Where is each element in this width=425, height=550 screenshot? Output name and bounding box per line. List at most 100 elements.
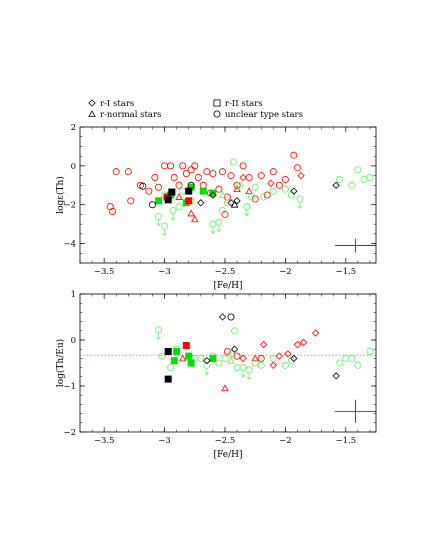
legend-marker-circle xyxy=(213,110,221,118)
top-data-point xyxy=(175,181,183,189)
top-data-point xyxy=(219,168,227,176)
bottom-data-point xyxy=(233,364,241,372)
top-data-point xyxy=(233,185,241,193)
bottom-panel: −3.5 −3 −2.5 −2 −1.5 −2 −1 0 1 [Fe/H] log(Th/Eu) xyxy=(55,290,377,460)
bottom-data-point xyxy=(257,361,265,369)
bottom-y-tick-label: −1 xyxy=(63,382,76,392)
top-data-point xyxy=(290,187,298,195)
top-data-point xyxy=(155,197,163,205)
bottom-data-point xyxy=(342,354,350,362)
top-data-point xyxy=(239,162,247,170)
bottom-data-point xyxy=(290,354,298,363)
top-data-point xyxy=(227,172,235,180)
bottom-x-tick-label: −3 xyxy=(158,436,171,446)
top-data-point xyxy=(209,170,217,178)
top-upper-limit-arrowhead xyxy=(216,228,222,233)
top-data-point xyxy=(179,162,187,170)
bottom-y-tick-label: 0 xyxy=(71,336,76,346)
bottom-data-point xyxy=(203,361,211,369)
bottom-data-point xyxy=(269,361,277,369)
top-data-point xyxy=(348,181,356,189)
bottom-data-point xyxy=(164,375,172,383)
bottom-data-point xyxy=(293,340,302,349)
top-upper-limit-arrowhead xyxy=(244,213,249,217)
top-data-point xyxy=(127,197,135,205)
top-data-point xyxy=(257,172,265,180)
top-data-point xyxy=(281,175,289,183)
top-data-point xyxy=(187,166,195,174)
top-upper-limit-arrowhead xyxy=(297,205,303,209)
top-data-point xyxy=(269,187,277,195)
top-data-point xyxy=(248,193,256,201)
bottom-data-point xyxy=(230,345,239,353)
top-data-point xyxy=(251,183,259,191)
top-data-point xyxy=(161,162,169,170)
top-data-point xyxy=(161,222,169,230)
bottom-data-point xyxy=(155,326,163,334)
bottom-data-point xyxy=(218,313,227,321)
bottom-data-point xyxy=(366,347,374,355)
top-data-point xyxy=(233,181,241,189)
bottom-data-point xyxy=(221,384,229,392)
top-y-tick-label: −4 xyxy=(63,240,76,250)
top-data-point xyxy=(175,203,183,211)
top-data-point xyxy=(155,212,163,220)
top-data-point xyxy=(336,175,344,183)
top-data-point xyxy=(179,187,187,195)
top-data-point xyxy=(227,199,235,207)
top-data-point xyxy=(360,175,368,183)
bottom-data-point xyxy=(187,359,195,367)
bottom-data-point xyxy=(158,352,166,360)
top-data-point xyxy=(106,203,114,211)
bottom-data-point xyxy=(197,354,205,362)
top-x-axis-label: [Fe/H] xyxy=(214,281,243,291)
top-data-point xyxy=(187,181,195,189)
top-data-point xyxy=(175,193,183,200)
bottom-x-tick-label: −2 xyxy=(279,436,292,446)
legend-label-circle: unclear type stars xyxy=(225,110,303,120)
bottom-data-point xyxy=(354,361,362,369)
bottom-data-point xyxy=(164,347,172,355)
bottom-y-tick-label: 1 xyxy=(71,290,76,300)
top-data-point xyxy=(191,162,199,170)
top-data-point xyxy=(197,199,205,207)
top-data-point xyxy=(215,185,223,193)
top-data-point xyxy=(168,188,176,196)
bottom-data-point xyxy=(215,359,223,367)
bottom-upper-limit-arrowhead xyxy=(240,374,246,378)
top-data-point xyxy=(281,185,289,193)
top-data-point xyxy=(170,174,178,182)
top-x-tick-label: −1.5 xyxy=(335,267,356,277)
bottom-data-point xyxy=(173,347,181,355)
bottom-data-point xyxy=(311,329,320,337)
bottom-data-point xyxy=(257,354,265,362)
top-data-point xyxy=(190,215,199,223)
bottom-data-point xyxy=(269,354,277,362)
top-data-point xyxy=(260,193,268,201)
top-data-point xyxy=(185,197,193,205)
top-data-point xyxy=(164,196,172,204)
top-data-point xyxy=(354,166,362,174)
top-upper-limit-arrowhead xyxy=(210,230,216,235)
top-data-point xyxy=(169,207,177,215)
top-data-point xyxy=(287,191,295,199)
top-data-point xyxy=(155,183,163,191)
top-y-tick-label: 2 xyxy=(71,123,76,133)
top-data-point xyxy=(293,164,301,172)
top-data-point xyxy=(167,162,175,170)
top-data-point xyxy=(239,173,247,182)
top-data-point xyxy=(109,208,117,216)
top-data-point xyxy=(199,187,207,195)
bottom-data-point xyxy=(275,352,284,360)
top-panel: −3.5 −3 −2.5 −2 −1.5 −4 −2 0 2 [Fe/H] logε(Th) xyxy=(55,123,377,291)
top-data-point xyxy=(275,181,283,189)
bottom-data-point xyxy=(299,338,308,346)
bottom-data-point xyxy=(332,372,340,380)
bottom-x-axis-label: [Fe/H] xyxy=(214,450,243,460)
top-y-tick-label: −2 xyxy=(63,201,76,211)
top-data-point xyxy=(148,201,156,209)
bottom-data-point xyxy=(239,354,247,363)
bottom-plot-frame xyxy=(79,293,377,433)
bottom-data-point xyxy=(281,361,289,369)
top-data-point xyxy=(218,191,227,198)
